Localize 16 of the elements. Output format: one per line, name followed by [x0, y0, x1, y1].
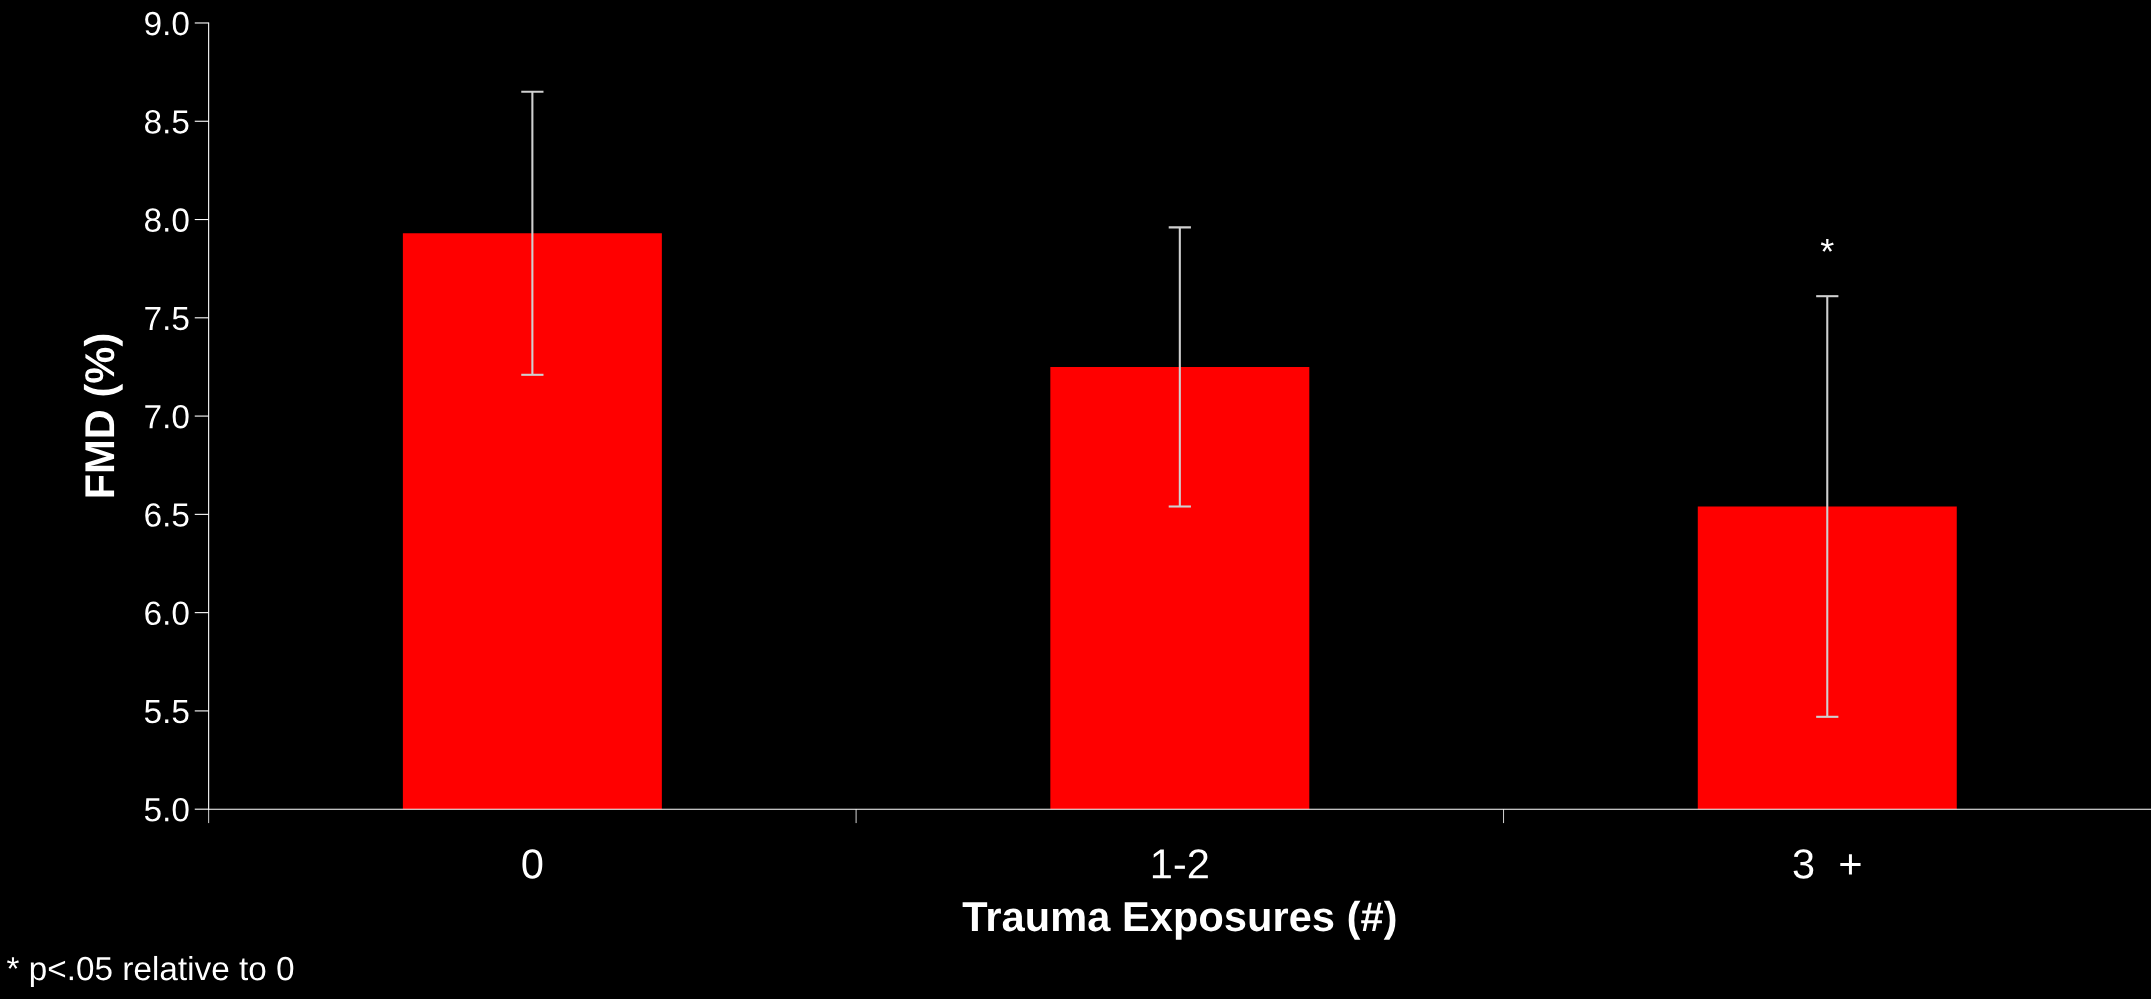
y-axis-title: FMD (%) [83, 334, 123, 497]
y-tick-label: 5.0 [144, 797, 189, 822]
x-tick-label: 0 [522, 849, 543, 879]
y-tick-label: 6.0 [145, 601, 189, 626]
x-tick-label: 3 + [1793, 849, 1861, 879]
y-tick-label: 8.0 [145, 208, 189, 232]
text: * p<.05 relative to 0 [6, 955, 294, 988]
y-tick-label: 6.5 [145, 503, 189, 527]
x-axis-title: Trauma Exposures (#) [962, 900, 1396, 940]
y-tick-label: 7.5 [145, 306, 189, 331]
y-tick-label: 8.5 [145, 110, 189, 134]
y-tick-label: 9.0 [145, 11, 189, 36]
x-tick-label: 1-2 [1152, 849, 1208, 879]
y-tick-label: 7.0 [145, 404, 189, 429]
annotation: * [1820, 239, 1834, 252]
y-tick-label: 5.5 [144, 700, 189, 724]
